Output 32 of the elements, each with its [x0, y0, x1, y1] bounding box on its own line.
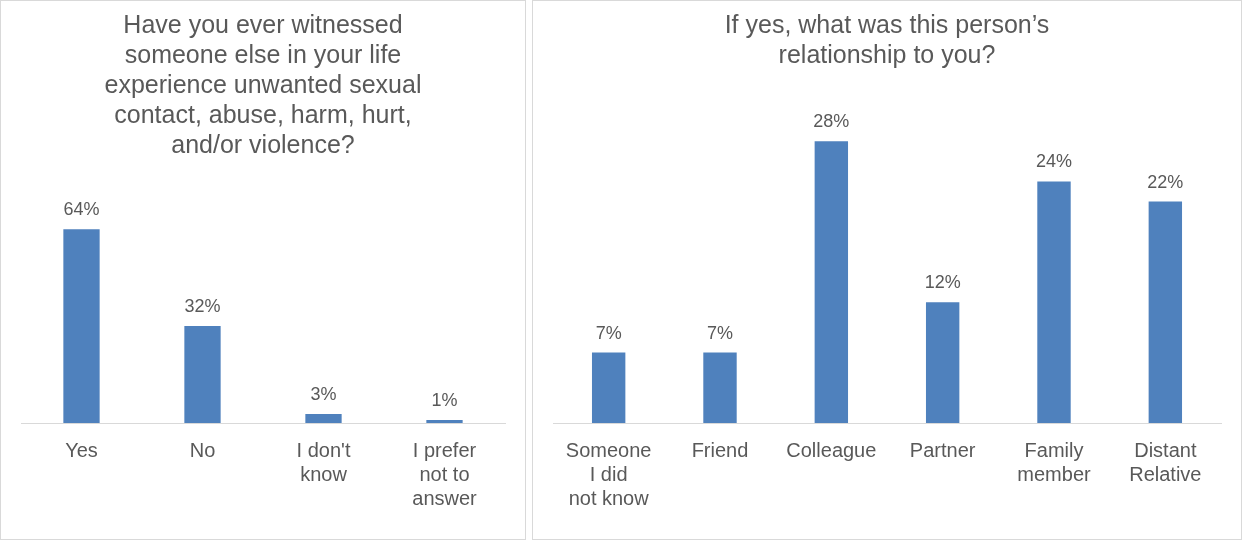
x-tick-label: No: [189, 438, 216, 461]
bar: [426, 419, 463, 423]
bar: [814, 141, 849, 423]
bar: [305, 413, 342, 423]
bar: [925, 302, 960, 423]
x-tick-label: Partner: [909, 438, 976, 461]
data-label: 32%: [184, 296, 221, 317]
data-label: 64%: [63, 199, 100, 220]
bar: [1037, 181, 1071, 423]
bar: [591, 352, 626, 423]
data-label: 12%: [924, 272, 961, 293]
data-label: 28%: [813, 111, 850, 132]
data-label: 1%: [431, 389, 458, 410]
bar: [63, 229, 100, 423]
bar: [703, 352, 737, 423]
x-tick-label: I don't know: [296, 438, 351, 485]
bar: [1148, 201, 1183, 423]
x-tick-label: Colleague: [786, 438, 877, 461]
data-label: 7%: [595, 322, 622, 343]
x-tick-label: Friend: [691, 438, 749, 461]
data-label: 7%: [706, 322, 734, 343]
x-tick-label: I prefer not to answer: [412, 438, 478, 509]
x-tick-label: Distant Relative: [1129, 438, 1202, 485]
data-label: 24%: [1035, 151, 1073, 172]
x-tick-label: Family member: [1017, 438, 1092, 485]
data-label: 3%: [310, 383, 337, 404]
bar: [184, 326, 221, 423]
chart-title: If yes, what was this person’s relationship to you?: [724, 9, 1050, 68]
data-label: 22%: [1147, 171, 1184, 192]
x-tick-label: Yes: [65, 438, 98, 461]
chart-title: Have you ever witnessed someone else in your life experience unwanted sexual contact, abuse, harm, hurt, and/or violence?: [104, 9, 422, 158]
x-tick-label: Someone I did not know: [565, 438, 652, 509]
